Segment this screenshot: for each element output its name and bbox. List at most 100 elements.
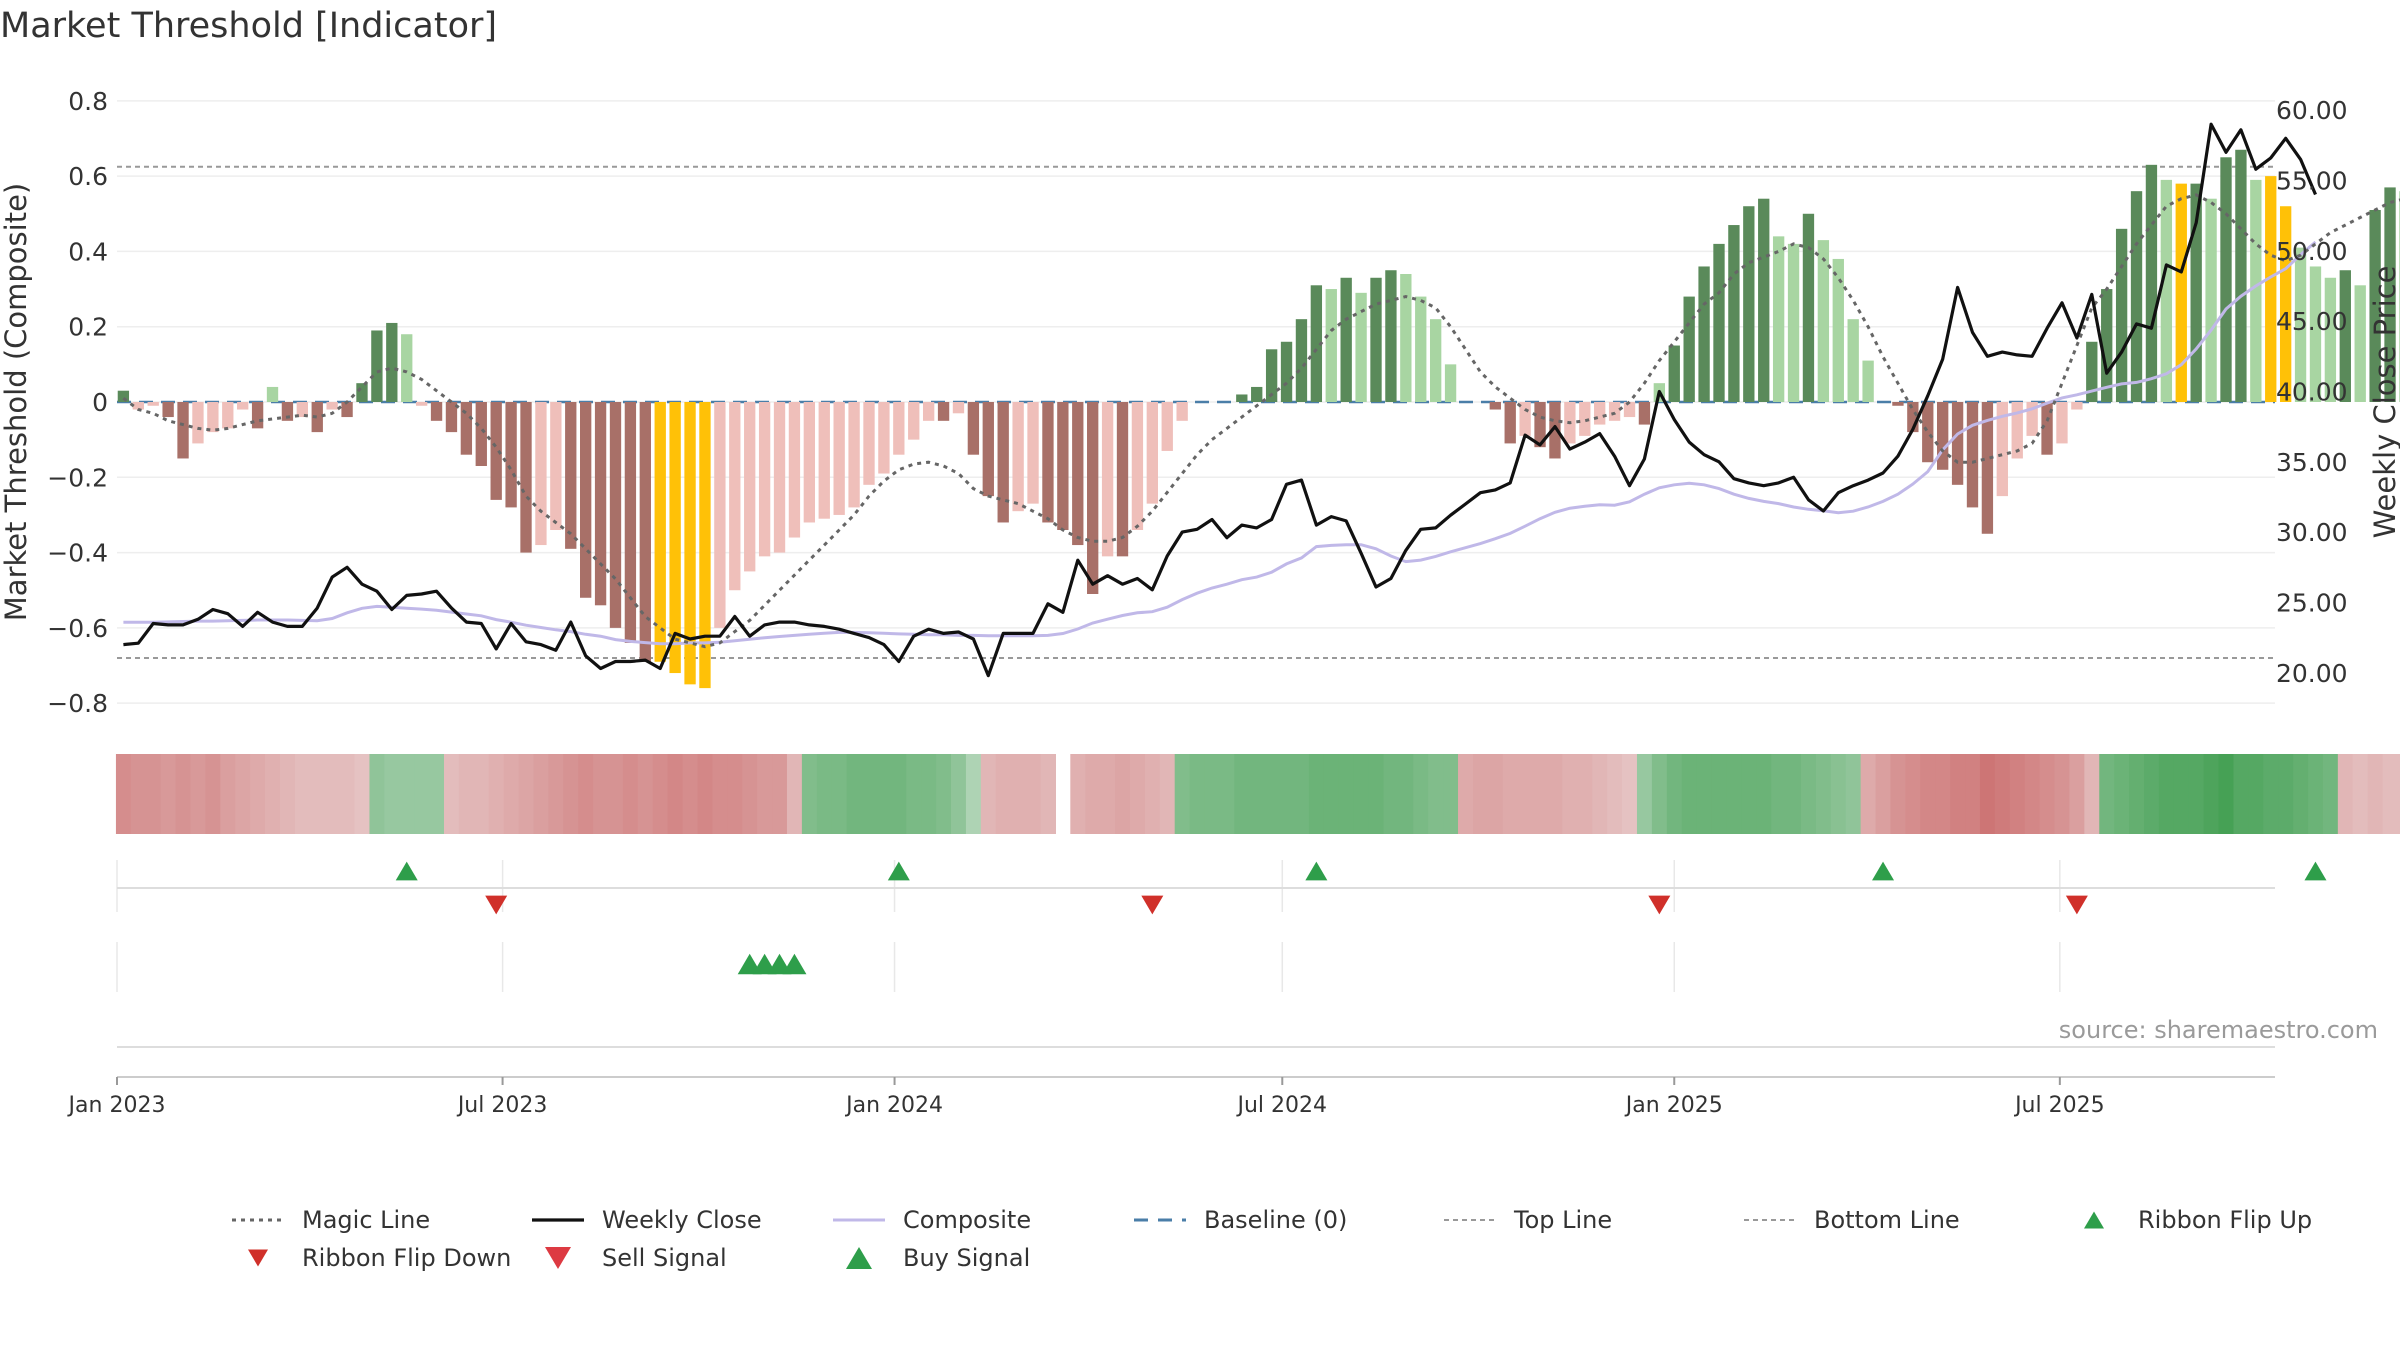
threshold-bar [1683,296,1695,402]
ribbon-cell [2233,754,2249,834]
ribbon-cell [697,754,714,834]
right-tick-label: 50.00 [2276,237,2348,266]
threshold-bar [1400,274,1412,402]
ribbon-cell [1965,754,1981,834]
magic-swatch [232,1218,284,1222]
threshold-bar [1146,402,1158,504]
threshold-bar [1072,402,1084,546]
ribbon-cell [1308,754,1325,834]
ribbon-cell [265,754,281,834]
threshold-bar [2056,402,2068,444]
threshold-bar [356,383,368,402]
legend-item-sell[interactable]: Sell Signal [528,1243,727,1272]
threshold-bar [624,402,637,643]
ribbon-cell [2143,754,2160,834]
threshold-bar [430,402,443,421]
x-axis: Jan 2023 Jul 2023 Jan 2024 Jul 2024 Jan 2025… [67,1076,2275,1118]
magic-line [122,193,2400,649]
ribbon-cell [324,754,341,834]
threshold-bar [1087,402,1099,594]
legend-item-top[interactable]: Top Line [1440,1205,1612,1234]
threshold-bar [2086,341,2098,402]
legend-item-magic[interactable]: Magic Line [228,1205,430,1234]
ribbon-cell [2382,754,2399,834]
threshold-bar [341,402,353,418]
ribbon-cell [384,754,400,834]
signal-markers [395,861,2327,975]
legend-item-buy[interactable]: Buy Signal [829,1243,1030,1272]
ribbon-cell [1607,754,1623,834]
right-tick-label: 20.00 [2276,659,2348,688]
ribbon-cell [2009,754,2026,834]
ribbon-cell [995,754,1012,834]
legend-label: Magic Line [302,1206,431,1234]
threshold-bar [1042,402,1054,523]
threshold-bar [222,402,234,429]
threshold-bar [326,402,338,410]
threshold-bar [2101,289,2113,402]
threshold-bar [2026,402,2038,436]
legend-item-composite[interactable]: Composite [829,1205,1031,1234]
threshold-bar [565,402,577,549]
threshold-bar [669,402,681,674]
threshold-bar [1594,402,1606,425]
ribbon-cell [682,754,699,834]
right-tick-label: 60.00 [2276,96,2348,125]
ribbon-cell [1234,754,1250,834]
ribbon-cell [1681,754,1698,834]
right-tick-label: 35.00 [2276,448,2348,477]
ribbon-cell [1129,754,1146,834]
legend-label: Bottom Line [1814,1206,1960,1234]
ribbon-cell [2173,754,2190,834]
legend-label: Composite [903,1206,1032,1234]
ribbon-cell [1801,754,1817,834]
threshold-bar [2354,285,2366,402]
legend-item-close[interactable]: Weekly Close [528,1205,762,1234]
ribbon-cell [503,754,520,834]
ribbon-cell [369,754,385,834]
ribbon-cell [2308,754,2324,834]
legend-item-bottom[interactable]: Bottom Line [1740,1205,1960,1234]
ribbon-cell [220,754,236,834]
legend-item-baseline[interactable]: Baseline (0) [1130,1205,1347,1234]
threshold-bar [803,402,816,523]
threshold-bar [908,402,920,440]
ribbon-cell [1249,754,1265,834]
threshold-bar [922,402,935,421]
threshold-bar [1787,243,1800,402]
left-tick-label: 0.2 [68,313,108,342]
threshold-bar [401,334,413,402]
threshold-bar [415,402,428,406]
legend-label: Buy Signal [903,1244,1031,1272]
ribbon-cell [1547,754,1564,834]
grid-lines [116,100,2275,1048]
sell-swatch [545,1246,571,1270]
ribbon-cell [235,754,251,834]
legend-label: Baseline (0) [1204,1206,1348,1234]
ribbon-cell [1979,754,1996,834]
legend-item-flip-down[interactable]: Ribbon Flip Down [228,1243,511,1272]
threshold-bar [1415,296,1427,402]
ribbon-cell [2069,754,2085,834]
ribbon-cell [622,754,639,834]
ribbon-cell [354,754,371,834]
ribbon-cell [1428,754,1444,834]
threshold-bar [475,402,487,466]
ribbon-cell [772,754,788,834]
threshold-bar [1236,394,1248,402]
ribbon-cell [593,754,609,834]
ribbon-cell [1398,754,1414,834]
threshold-bar [1534,402,1546,448]
threshold-bar [863,402,875,485]
threshold-bar [2190,183,2202,402]
threshold-bar [878,402,890,474]
threshold-bar [1116,402,1129,557]
composite-swatch [833,1218,885,1222]
ribbon-cell [1756,754,1772,834]
legend-item-flip-up[interactable]: Ribbon Flip Up [2064,1205,2312,1234]
ribbon-cell [2158,754,2175,834]
threshold-bar [1295,319,1308,402]
ribbon-cell [1696,754,1713,834]
buy-signal-marker [782,953,807,975]
ribbon-cell [1622,754,1638,834]
